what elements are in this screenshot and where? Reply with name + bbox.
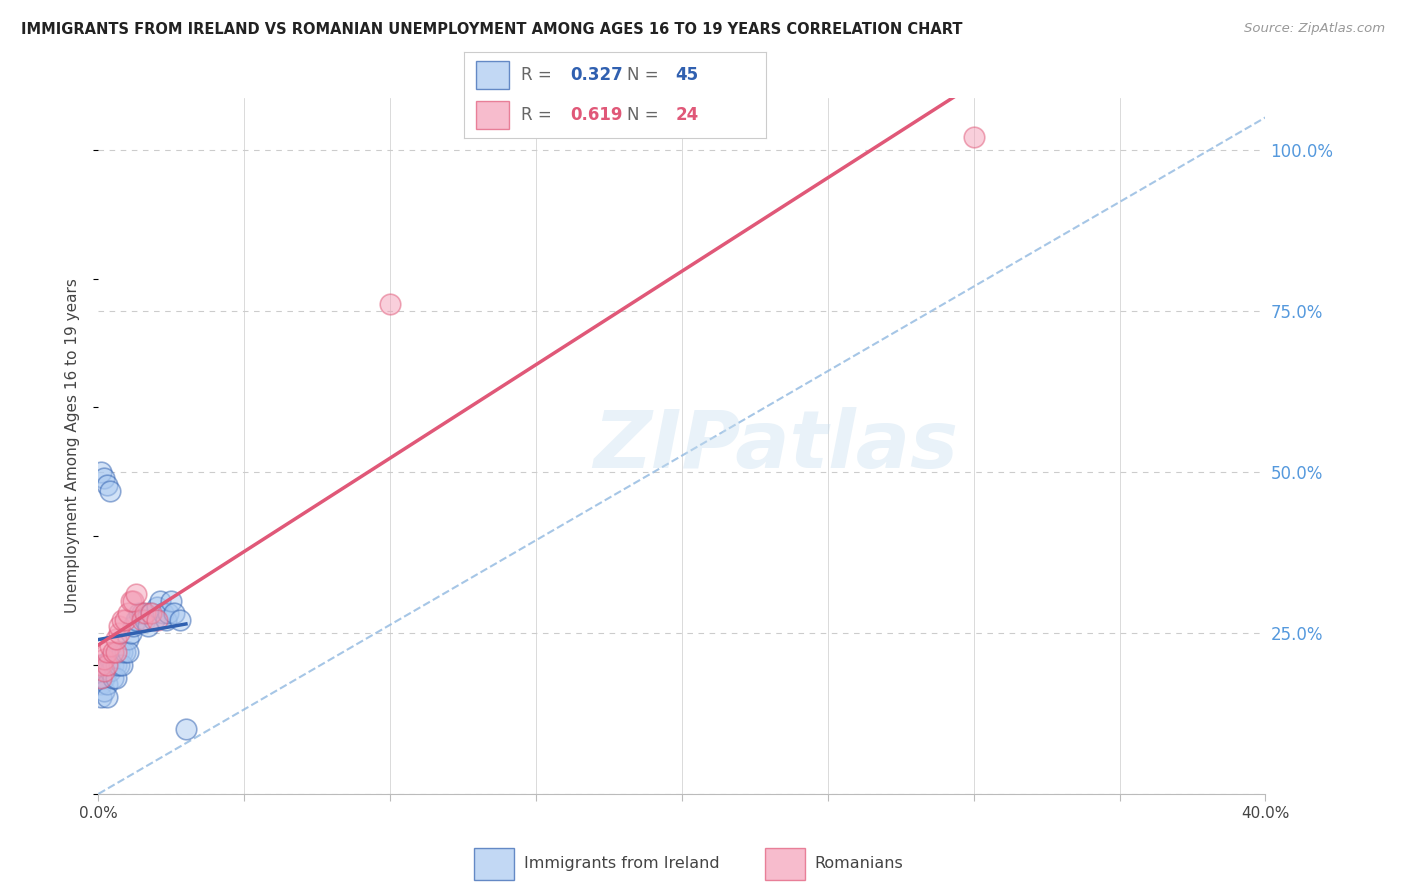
- Y-axis label: Unemployment Among Ages 16 to 19 years: Unemployment Among Ages 16 to 19 years: [65, 278, 80, 614]
- Point: [122, 593, 145, 607]
- Point: [136, 619, 159, 633]
- Bar: [477, 101, 509, 128]
- Bar: [765, 848, 806, 880]
- Point: [101, 658, 124, 673]
- Point: [90, 671, 112, 685]
- Text: R =: R =: [522, 66, 557, 84]
- Point: [122, 619, 145, 633]
- Point: [174, 723, 197, 737]
- Point: [139, 607, 162, 621]
- Point: [146, 600, 169, 615]
- Text: 0.327: 0.327: [569, 66, 623, 84]
- Point: [120, 593, 142, 607]
- Point: [146, 613, 169, 627]
- Point: [962, 129, 984, 144]
- Point: [93, 651, 115, 665]
- Point: [114, 645, 136, 659]
- Text: IMMIGRANTS FROM IRELAND VS ROMANIAN UNEMPLOYMENT AMONG AGES 16 TO 19 YEARS CORRE: IMMIGRANTS FROM IRELAND VS ROMANIAN UNEM…: [21, 22, 963, 37]
- Point: [90, 465, 112, 479]
- Point: [98, 665, 121, 679]
- Point: [98, 651, 121, 665]
- Point: [134, 613, 156, 627]
- Point: [134, 607, 156, 621]
- Point: [96, 677, 118, 691]
- Point: [98, 484, 121, 499]
- Point: [90, 677, 112, 691]
- Point: [111, 645, 134, 659]
- Point: [96, 645, 118, 659]
- Point: [101, 671, 124, 685]
- Text: N =: N =: [627, 106, 664, 124]
- Text: 45: 45: [676, 66, 699, 84]
- Point: [117, 645, 139, 659]
- Text: Immigrants from Ireland: Immigrants from Ireland: [523, 855, 720, 871]
- Point: [128, 607, 150, 621]
- Point: [169, 613, 191, 627]
- Point: [90, 658, 112, 673]
- Point: [111, 613, 134, 627]
- Point: [117, 632, 139, 647]
- Point: [90, 671, 112, 685]
- Point: [380, 297, 402, 311]
- Text: Source: ZipAtlas.com: Source: ZipAtlas.com: [1244, 22, 1385, 36]
- Point: [142, 613, 165, 627]
- Point: [96, 665, 118, 679]
- Point: [93, 683, 115, 698]
- Point: [163, 607, 186, 621]
- Point: [93, 665, 115, 679]
- Text: ZIPatlas: ZIPatlas: [593, 407, 957, 485]
- Point: [90, 658, 112, 673]
- Text: R =: R =: [522, 106, 557, 124]
- Point: [139, 607, 162, 621]
- Point: [104, 632, 127, 647]
- Point: [108, 658, 131, 673]
- Point: [101, 645, 124, 659]
- Point: [152, 607, 174, 621]
- Point: [114, 613, 136, 627]
- Point: [111, 658, 134, 673]
- Point: [96, 477, 118, 491]
- Point: [117, 607, 139, 621]
- Point: [160, 593, 183, 607]
- Text: N =: N =: [627, 66, 664, 84]
- Point: [96, 690, 118, 705]
- Point: [98, 639, 121, 653]
- Point: [90, 690, 112, 705]
- Point: [108, 645, 131, 659]
- Point: [96, 658, 118, 673]
- Text: Romanians: Romanians: [814, 855, 903, 871]
- Bar: [474, 848, 515, 880]
- Point: [104, 671, 127, 685]
- Point: [120, 625, 142, 640]
- Point: [93, 658, 115, 673]
- Bar: [477, 62, 509, 89]
- Point: [104, 658, 127, 673]
- Point: [93, 471, 115, 485]
- Point: [108, 619, 131, 633]
- Text: 24: 24: [676, 106, 699, 124]
- Point: [125, 587, 148, 601]
- Point: [157, 607, 180, 621]
- Text: 0.619: 0.619: [569, 106, 623, 124]
- Point: [108, 625, 131, 640]
- Point: [155, 613, 177, 627]
- Point: [104, 645, 127, 659]
- Point: [149, 593, 172, 607]
- Point: [125, 613, 148, 627]
- Point: [131, 607, 153, 621]
- Point: [131, 613, 153, 627]
- Point: [93, 671, 115, 685]
